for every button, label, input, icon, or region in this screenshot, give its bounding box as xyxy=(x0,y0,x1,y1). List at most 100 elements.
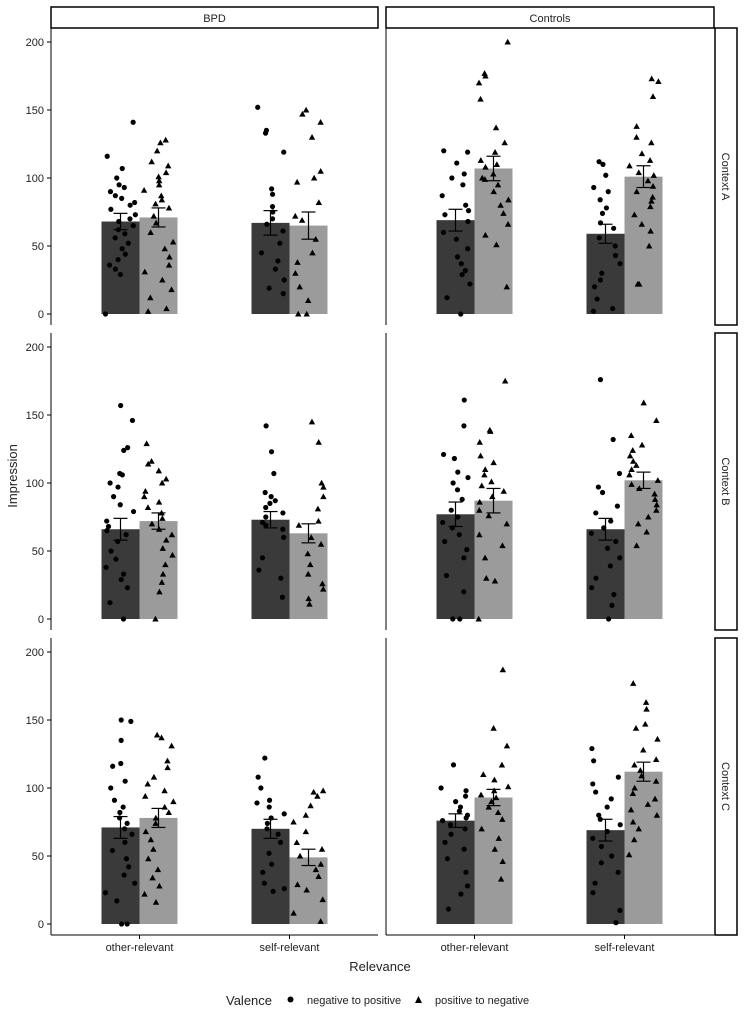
data-point-triangle xyxy=(155,467,163,474)
data-point-triangle xyxy=(494,809,502,816)
data-point-circle xyxy=(607,563,613,569)
data-point-circle xyxy=(448,831,454,837)
bar-positive-to-negative xyxy=(474,500,513,619)
data-point-circle xyxy=(596,812,602,818)
data-point-circle xyxy=(272,266,279,272)
data-point-triangle xyxy=(307,802,314,809)
data-point-circle xyxy=(260,869,266,875)
data-point-circle xyxy=(129,417,136,424)
data-point-circle xyxy=(461,555,467,561)
data-point-circle xyxy=(115,257,121,263)
data-point-triangle xyxy=(293,178,301,185)
data-point-triangle xyxy=(492,794,500,801)
data-point-triangle xyxy=(491,148,499,155)
data-point-triangle xyxy=(476,507,483,513)
data-point-circle xyxy=(121,184,127,191)
data-point-circle xyxy=(263,423,269,429)
data-point-triangle xyxy=(497,875,505,882)
data-point-circle xyxy=(459,271,465,278)
data-point-circle xyxy=(123,532,129,538)
data-point-circle xyxy=(120,616,127,622)
data-point-circle xyxy=(275,831,281,837)
error-bar xyxy=(151,207,166,228)
data-point-triangle xyxy=(630,836,638,843)
data-point-triangle xyxy=(491,787,498,794)
data-point-triangle xyxy=(306,600,313,607)
data-point-circle xyxy=(439,193,445,199)
error-bar xyxy=(113,212,128,231)
data-point-triangle xyxy=(162,136,169,143)
bar-negative-to-positive xyxy=(101,221,140,314)
data-point-triangle xyxy=(170,798,177,805)
data-point-circle xyxy=(463,202,469,208)
data-point-triangle xyxy=(654,735,661,742)
data-point-circle xyxy=(467,281,473,287)
legend-circle-icon xyxy=(287,996,294,1003)
data-point-circle xyxy=(110,494,117,500)
data-point-circle xyxy=(453,799,459,805)
data-point-circle xyxy=(590,890,596,896)
data-point-triangle xyxy=(503,520,510,527)
data-point-circle xyxy=(590,308,597,314)
data-point-circle xyxy=(457,804,464,810)
data-point-circle xyxy=(593,575,599,581)
data-point-circle xyxy=(600,161,606,167)
data-point-circle xyxy=(280,510,286,516)
data-point-triangle xyxy=(633,123,640,129)
data-point-triangle xyxy=(485,512,492,519)
data-point-circle xyxy=(128,718,134,724)
data-point-circle xyxy=(597,377,604,383)
data-point-circle xyxy=(465,246,471,252)
data-point-triangle xyxy=(296,283,303,290)
data-point-triangle xyxy=(165,204,173,211)
y-tick-label: 200 xyxy=(26,342,44,354)
data-point-circle xyxy=(125,445,131,451)
data-point-circle xyxy=(117,809,123,816)
data-point-circle xyxy=(102,890,109,896)
data-point-triangle xyxy=(317,918,324,924)
facet-strips: BPD Controls Context A Context B Context C xyxy=(50,6,738,936)
data-point-circle xyxy=(269,203,276,210)
data-point-circle xyxy=(599,210,606,216)
y-tick-label: 150 xyxy=(26,410,44,422)
data-point-triangle xyxy=(169,551,176,558)
data-point-circle xyxy=(603,205,610,211)
data-point-circle xyxy=(603,172,609,178)
data-point-circle xyxy=(114,175,120,181)
data-point-triangle xyxy=(480,771,487,777)
data-point-circle xyxy=(266,285,272,291)
panel-bpd-context-b xyxy=(101,402,328,622)
bar-negative-to-positive xyxy=(436,514,475,619)
data-point-triangle xyxy=(144,460,152,467)
bar-negative-to-positive xyxy=(251,828,290,924)
legend-title: Valence xyxy=(226,993,272,1008)
data-point-circle xyxy=(132,212,138,218)
data-point-triangle xyxy=(490,188,497,195)
data-point-triangle xyxy=(494,181,502,188)
data-point-circle xyxy=(256,567,262,573)
data-point-triangle xyxy=(158,479,166,486)
data-point-circle xyxy=(123,856,130,862)
data-point-triangle xyxy=(148,158,155,165)
data-point-circle xyxy=(614,503,621,509)
data-point-triangle xyxy=(482,231,489,238)
y-tick-label: 200 xyxy=(26,37,44,49)
data-point-circle xyxy=(129,831,135,837)
data-point-triangle xyxy=(638,441,646,448)
data-point-circle xyxy=(458,891,464,897)
data-point-circle xyxy=(272,498,278,504)
data-point-triangle xyxy=(476,498,483,505)
data-point-circle xyxy=(455,469,461,475)
panel-controls-context-a xyxy=(436,38,663,317)
data-point-triangle xyxy=(631,761,638,768)
data-point-circle xyxy=(281,811,287,817)
data-point-circle xyxy=(612,243,618,249)
data-point-circle xyxy=(617,555,623,561)
data-point-triangle xyxy=(633,188,640,195)
data-point-triangle xyxy=(491,776,498,783)
data-point-triangle xyxy=(150,773,158,780)
data-point-triangle xyxy=(149,874,156,881)
data-point-circle xyxy=(280,526,286,532)
data-point-triangle xyxy=(478,825,485,832)
data-point-triangle xyxy=(309,249,316,256)
